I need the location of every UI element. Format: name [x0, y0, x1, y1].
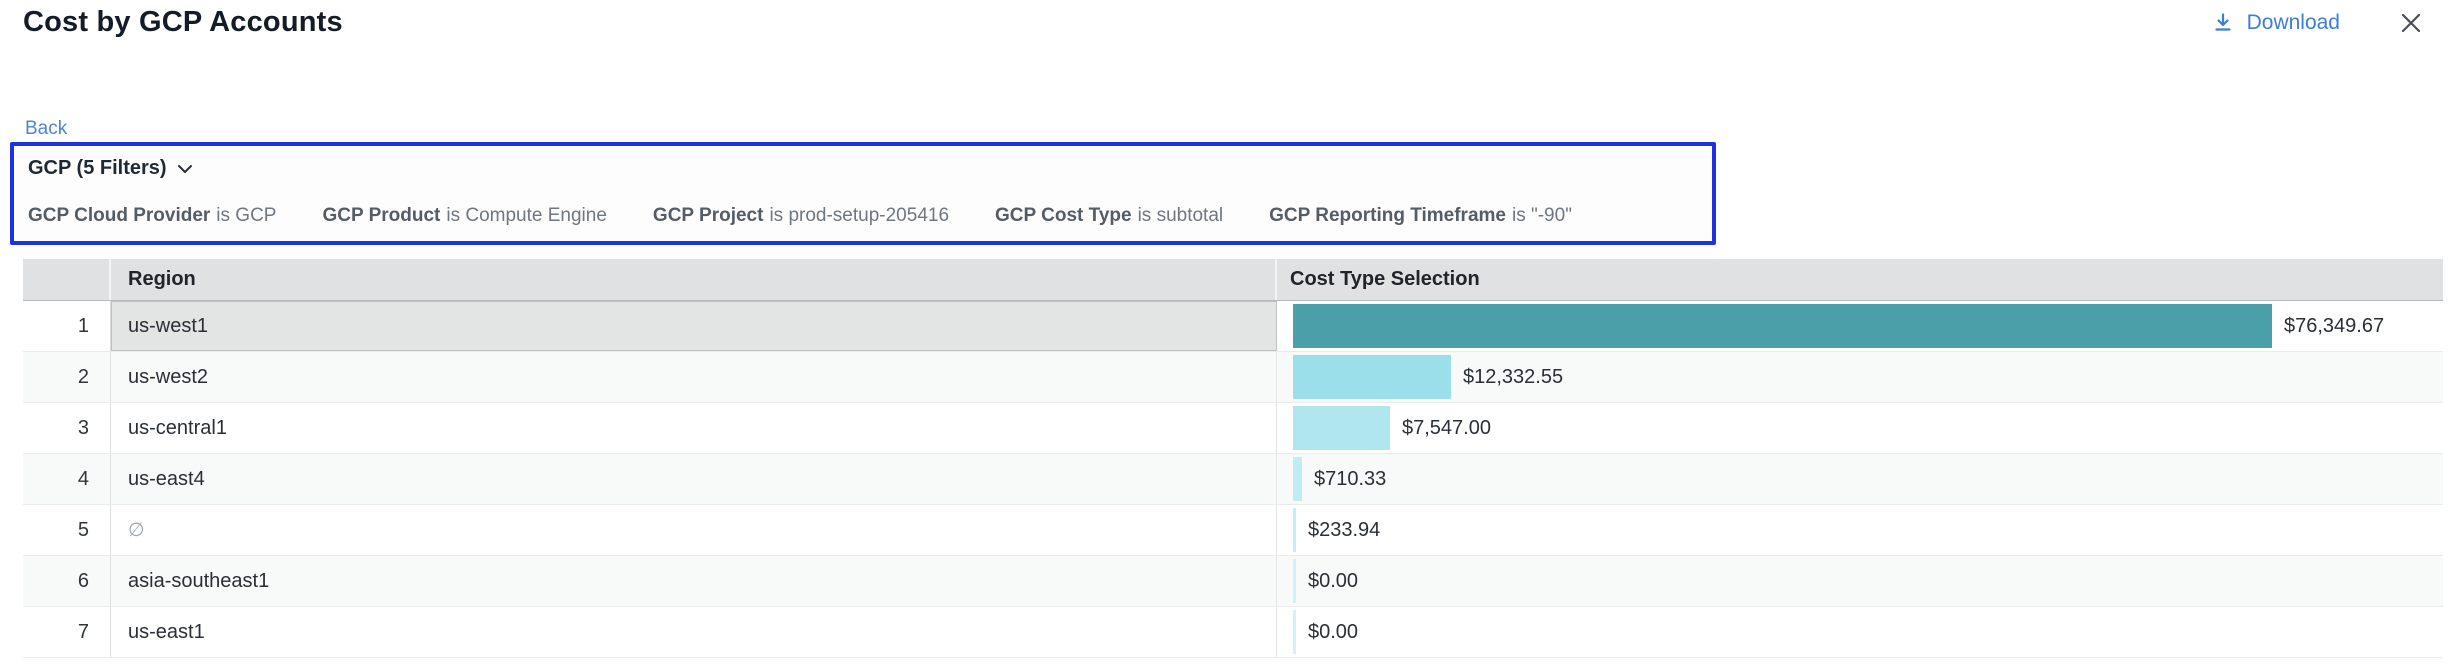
download-icon — [2211, 11, 2235, 35]
filter-summary-row: GCP Cloud Provider is GCP GCP Product is Co… — [28, 205, 1712, 227]
filter-condition: is prod-setup-205416 — [769, 205, 950, 226]
cost-cell[interactable]: $7,547.00 — [1277, 403, 2443, 453]
region-cell[interactable]: us-east4 — [111, 454, 1277, 504]
row-index-cell[interactable]: 6 — [23, 556, 111, 606]
table-row: 3 us-central1 $7,547.00 — [23, 403, 2443, 454]
cost-bar — [1293, 559, 1296, 603]
cost-cell[interactable]: $0.00 — [1277, 556, 2443, 606]
download-label: Download — [2246, 11, 2340, 34]
row-index-cell[interactable]: 2 — [23, 352, 111, 402]
cost-bar — [1293, 304, 2272, 348]
filter-group-box: GCP (5 Filters) GCP Cloud Provider is GCP… — [10, 142, 1716, 245]
cost-bar — [1293, 457, 1302, 501]
table-row: 4 us-east4 $710.33 — [23, 454, 2443, 505]
region-label: asia-southeast1 — [128, 569, 270, 592]
table-row: 6 asia-southeast1 $0.00 — [23, 556, 2443, 607]
cost-cell[interactable]: $710.33 — [1277, 454, 2443, 504]
filter-name: GCP Cloud Provider — [28, 205, 211, 226]
download-button[interactable]: Download — [2211, 11, 2340, 35]
filter-group-toggle[interactable]: GCP (5 Filters) — [28, 157, 1712, 180]
cost-cell[interactable]: $0.00 — [1277, 607, 2443, 657]
back-link[interactable]: Back — [25, 118, 68, 139]
row-index-cell[interactable]: 5 — [23, 505, 111, 555]
filter-condition: is "-90" — [1511, 205, 1572, 226]
filter-group-label: GCP (5 Filters) — [28, 157, 167, 179]
region-label: us-east4 — [128, 467, 205, 490]
cost-value-label: $0.00 — [1308, 569, 1359, 592]
region-label: us-central1 — [128, 416, 227, 439]
region-label: us-west2 — [128, 365, 209, 388]
cost-cell[interactable]: $76,349.67 — [1277, 301, 2443, 351]
cost-bar — [1293, 355, 1451, 399]
table-header-row: Region Cost Type Selection — [23, 259, 2443, 301]
cost-value-label: $710.33 — [1314, 467, 1387, 490]
table-row: 5 ∅ $233.94 — [23, 505, 2443, 556]
column-header-cost-type-selection[interactable]: Cost Type Selection — [1290, 268, 1480, 290]
filter-item[interactable]: GCP Project is prod-setup-205416 — [653, 205, 949, 227]
column-header-index — [23, 259, 111, 300]
filter-name: GCP Product — [322, 205, 441, 226]
cost-value-label: $0.00 — [1308, 620, 1359, 643]
filter-item[interactable]: GCP Cloud Provider is GCP — [28, 205, 276, 227]
table-row: 7 us-east1 $0.00 — [23, 607, 2443, 658]
cost-value-label: $12,332.55 — [1463, 365, 1564, 388]
row-index-cell[interactable]: 1 — [23, 301, 111, 351]
filter-name: GCP Reporting Timeframe — [1269, 205, 1506, 226]
filter-condition: is GCP — [216, 205, 277, 226]
page-title: Cost by GCP Accounts — [23, 6, 343, 38]
cost-table: Region Cost Type Selection 1 us-west1 $76,… — [23, 259, 2443, 658]
filter-condition: is subtotal — [1137, 205, 1224, 226]
filter-item[interactable]: GCP Product is Compute Engine — [322, 205, 606, 227]
table-row: 2 us-west2 $12,332.55 — [23, 352, 2443, 403]
table-body: 1 us-west1 $76,349.67 2 us-west2 $12,332.55 3 u… — [23, 301, 2443, 658]
cost-bar — [1293, 610, 1296, 654]
region-cell-selected[interactable]: us-west1 — [111, 301, 1277, 351]
filter-condition: is Compute Engine — [446, 205, 607, 226]
filter-item[interactable]: GCP Reporting Timeframe is "-90" — [1269, 205, 1572, 227]
row-index-cell[interactable]: 7 — [23, 607, 111, 657]
region-cell[interactable]: us-west2 — [111, 352, 1277, 402]
filter-item[interactable]: GCP Cost Type is subtotal — [995, 205, 1223, 227]
region-label: us-east1 — [128, 620, 205, 643]
table-row: 1 us-west1 $76,349.67 — [23, 301, 2443, 352]
header-actions: Download — [2211, 10, 2424, 36]
region-cell[interactable]: us-central1 — [111, 403, 1277, 453]
empty-set-mark: ∅ — [128, 519, 145, 541]
cost-cell[interactable]: $12,332.55 — [1277, 352, 2443, 402]
region-label: us-west1 — [128, 314, 209, 337]
close-icon[interactable] — [2398, 10, 2424, 36]
cost-bar — [1293, 406, 1390, 450]
region-cell[interactable]: asia-southeast1 — [111, 556, 1277, 606]
column-header-region[interactable]: Region — [111, 259, 1277, 300]
region-cell[interactable]: us-east1 — [111, 607, 1277, 657]
chevron-down-icon — [177, 157, 193, 180]
filter-name: GCP Cost Type — [995, 205, 1132, 226]
cost-cell[interactable]: $233.94 — [1277, 505, 2443, 555]
cost-value-label: $7,547.00 — [1402, 416, 1491, 439]
row-index-cell[interactable]: 4 — [23, 454, 111, 504]
cost-bar — [1293, 508, 1296, 552]
row-index-cell[interactable]: 3 — [23, 403, 111, 453]
region-cell[interactable]: ∅ — [111, 505, 1277, 555]
filter-name: GCP Project — [652, 205, 764, 226]
cost-value-label: $233.94 — [1308, 518, 1381, 541]
cost-value-label: $76,349.67 — [2284, 314, 2385, 337]
